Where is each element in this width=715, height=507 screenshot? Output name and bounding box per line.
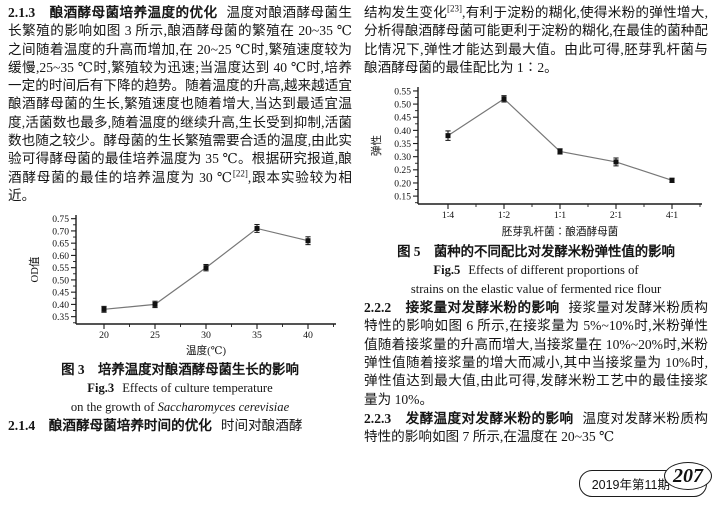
svg-text:0.45: 0.45 — [52, 288, 69, 299]
fig3-caption-cn: 图 3 培养温度对酿酒酵母菌生长的影响 — [61, 362, 299, 378]
svg-text:0.15: 0.15 — [394, 192, 411, 203]
paragraph-2-1-3: 2.1.3 酿酒酵母菌培养温度的优化 温度对酿酒酵母菌生长繁殖的影响如图 3 所示… — [8, 4, 352, 205]
fig3-caption-en-line1: Fig.3 Effects of culture temperature — [87, 381, 273, 396]
svg-text:25: 25 — [150, 330, 160, 341]
fig3-line-chart: 0.350.400.450.50 0.550.600.650.70 0.75 20 25… — [28, 214, 336, 357]
paragraph-text: 接浆量对发酵米粉质构特性的影响如图 6 所示,在接浆量为 5%~10%时,米粉弹… — [364, 300, 709, 407]
figure-5-caption: 图 5 菌种的不同配比对发酵米粉弹性值的影响 Fig.5 Effects of d… — [364, 243, 708, 297]
svg-text:0.30: 0.30 — [394, 152, 411, 163]
svg-text:40: 40 — [303, 330, 313, 341]
citation-ref-23: [23] — [447, 3, 463, 14]
paragraph-text: 时间对酿酒酵 — [220, 418, 303, 434]
svg-text:0.45: 0.45 — [394, 113, 411, 124]
svg-text:0.55: 0.55 — [52, 263, 69, 274]
svg-text:35: 35 — [252, 330, 262, 341]
svg-text:0.75: 0.75 — [52, 214, 69, 225]
paragraph-text: 结构发生变化 — [364, 5, 448, 20]
svg-text:0.35: 0.35 — [394, 139, 411, 150]
figure-5: 0.15 0.20 0.25 0.30 0.35 0.40 0.45 0.50 0.55 1∶4 1… — [364, 80, 708, 297]
fig5-line-chart: 0.15 0.20 0.25 0.30 0.35 0.40 0.45 0.50 0.55 1∶4 1… — [370, 87, 702, 238]
fig5-caption-en-line2: strains on the elastic value of fermente… — [410, 281, 662, 296]
fig5-caption-cn: 图 5 菌种的不同配比对发酵米粉弹性值的影响 — [397, 244, 675, 260]
paragraph-text: ,有利于淀粉的糊化,使得米粉的弹性增大,分析得酿酒酵母菌可能更利于淀粉的糊化,在… — [364, 5, 709, 75]
citation-ref-22: [22] — [232, 168, 248, 179]
section-heading-2-2-3: 2.2.3 发酵温度对发酵米粉的影响 — [364, 410, 574, 426]
paragraph-continuation: 结构发生变化[23],有利于淀粉的糊化,使得米粉的弹性增大,分析得酿酒酵母菌可能… — [364, 4, 708, 77]
section-heading-2-1-3: 2.1.3 酿酒酵母菌培养温度的优化 — [8, 5, 218, 20]
svg-text:0.55: 0.55 — [394, 87, 411, 98]
svg-text:0.40: 0.40 — [394, 126, 411, 137]
page-number: 207 — [664, 462, 712, 490]
svg-text:0.20: 0.20 — [394, 179, 411, 190]
figure-3-caption: 图 3 培养温度对酿酒酵母菌生长的影响 Fig.3 Effects of cult… — [8, 361, 352, 415]
svg-text:0.40: 0.40 — [52, 300, 69, 311]
svg-text:0.50: 0.50 — [52, 276, 69, 287]
svg-text:温度(℃): 温度(℃) — [186, 344, 227, 357]
svg-text:1∶1: 1∶1 — [554, 210, 566, 221]
svg-text:弹性: 弹性 — [370, 135, 383, 157]
paragraph-text: 温度对发酵米粉质构特性的影响如图 7 所示,在温度在 20~35 ℃ — [364, 410, 709, 445]
svg-text:20: 20 — [99, 330, 109, 341]
fig3-caption-en-line2: on the growth of Saccharomyces cerevisia… — [70, 399, 290, 414]
svg-text:0.35: 0.35 — [52, 312, 69, 323]
svg-text:4∶1: 4∶1 — [666, 210, 678, 221]
svg-text:2∶1: 2∶1 — [610, 210, 622, 221]
paragraph-2-2-3: 2.2.3 发酵温度对发酵米粉的影响 温度对发酵米粉质构特性的影响如图 7 所示,… — [364, 410, 708, 447]
svg-text:1∶2: 1∶2 — [498, 210, 510, 221]
fig3-label: Fig.3 — [87, 381, 115, 396]
paragraph-2-1-4: 2.1.4 酿酒酵母菌培养时间的优化 时间对酿酒酵 — [8, 417, 352, 435]
svg-text:OD值: OD值 — [28, 256, 41, 282]
svg-text:胚芽乳杆菌∶酿酒酵母菌: 胚芽乳杆菌∶酿酒酵母菌 — [502, 225, 619, 238]
fig5-caption-en-line1: Fig.5 Effects of different proportions of — [433, 263, 639, 278]
svg-text:0.25: 0.25 — [394, 165, 411, 176]
paragraph-text: ,跟本实验较为相近。 — [8, 169, 352, 203]
section-heading-2-2-2: 2.2.2 接浆量对发酵米粉的影响 — [364, 300, 560, 316]
svg-text:0.65: 0.65 — [52, 239, 69, 250]
svg-text:0.60: 0.60 — [52, 251, 69, 262]
section-heading-2-1-4: 2.1.4 酿酒酵母菌培养时间的优化 — [8, 418, 212, 434]
svg-text:1∶4: 1∶4 — [442, 210, 454, 221]
page-footer: 2019年第11期 207 — [578, 462, 712, 497]
fig5-label: Fig.5 — [433, 263, 461, 278]
right-column: 结构发生变化[23],有利于淀粉的糊化,使得米粉的弹性增大,分析得酿酒酵母菌可能… — [364, 4, 708, 447]
svg-text:0.70: 0.70 — [52, 227, 69, 238]
svg-text:30: 30 — [201, 330, 211, 341]
left-column: 2.1.3 酿酒酵母菌培养温度的优化 温度对酿酒酵母菌生长繁殖的影响如图 3 所示… — [8, 4, 352, 436]
paragraph-2-2-2: 2.2.2 接浆量对发酵米粉的影响 接浆量对发酵米粉质构特性的影响如图 6 所示,… — [364, 299, 708, 409]
paragraph-text: 温度对酿酒酵母菌生长繁殖的影响如图 3 所示,酿酒酵母菌的繁殖在 20~35 ℃… — [8, 5, 353, 185]
figure-3: 0.35 0.40 0.45 0.50 0.55 0.60 0.65 0.70 0.75 20 25… — [8, 208, 352, 415]
svg-text:0.50: 0.50 — [394, 100, 411, 111]
species-name: Saccharomyces cerevisiae — [157, 399, 290, 414]
